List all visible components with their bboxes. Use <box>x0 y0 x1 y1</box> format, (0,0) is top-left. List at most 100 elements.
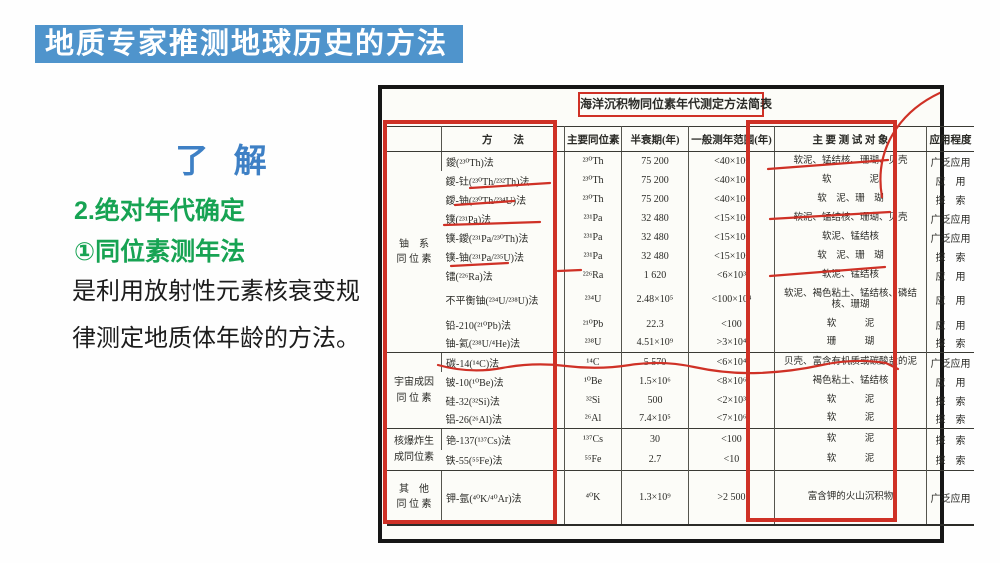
range-cell: <7×10⁶ <box>688 409 775 429</box>
body-text: 是利用放射性元素核衰变规 律测定地质体年龄的方法。 <box>72 268 392 362</box>
application-cell: 探 索 <box>926 333 974 353</box>
group-label-line: 铀 系 <box>399 238 429 250</box>
range-cell: <100×10⁴ <box>688 284 775 315</box>
application-cell: 应 用 <box>926 371 974 391</box>
column-header: 主要同位素 <box>564 126 622 152</box>
method-cell: 硅-32(³²Si)法 <box>445 396 500 408</box>
application-cell: 探 索 <box>926 246 974 266</box>
half-life-cell: 2.7 <box>621 449 689 471</box>
method-cell: 钾-氩(⁴⁰K/⁴⁰Ar)法 <box>441 470 565 525</box>
objects-cell: 软泥、锰结核 <box>774 227 927 247</box>
half-life-cell: 1.5×10⁶ <box>621 371 689 391</box>
column-header: 方 法 <box>441 126 565 152</box>
half-life-cell: 4.51×10⁹ <box>621 333 689 353</box>
application-cell: 应 用 <box>926 170 974 190</box>
table-row: 其 他同 位 素钾-氩(⁴⁰K/⁴⁰Ar)法 ⁴⁰K 1.3×10⁹ >2 500 富含… <box>387 470 974 525</box>
group-label-line: 成同位素 <box>394 451 434 463</box>
application-cell: 探 索 <box>926 449 974 471</box>
isotope-cell: ⁵⁵Fe <box>564 449 622 471</box>
half-life-cell: 500 <box>621 390 689 410</box>
method-cell: 铍-10(¹⁰Be)法 <box>445 377 504 389</box>
objects-cell: 软 泥 <box>774 409 927 429</box>
half-life-cell: 2.48×10⁵ <box>621 284 689 315</box>
group-label: 其 他同 位 素 <box>387 470 442 525</box>
objects-cell: 富含钾的火山沉积物 <box>774 470 927 525</box>
application-cell: 应 用 <box>926 265 974 285</box>
method-cell: 铅-210(²¹⁰Pb)法 <box>445 320 512 332</box>
objects-cell: 软泥、锰结核、珊瑚、贝壳 <box>774 151 927 171</box>
group-label-line: 其 他 <box>399 483 429 495</box>
range-cell: <100 <box>688 428 775 450</box>
table-row: 鑀-铀(²³⁰Th/²³⁴U)法 ²³⁰Th 75 200 <40×10⁴ 软 泥、珊 … <box>387 189 974 209</box>
column-header: 应用程度 <box>926 126 974 152</box>
table-header-row: 方 法主要同位素 半衰期(年) 一般测年范围(年) 主 要 测 试 对 象应用程度 <box>387 126 974 152</box>
application-cell: 广泛应用 <box>926 352 974 372</box>
table-row: 铍-10(¹⁰Be)法 ¹⁰Be 1.5×10⁶ <8×10⁶ 褐色粘土、锰结核应 用 <box>387 371 974 391</box>
body-text-line1: 是利用放射性元素核衰变规 <box>72 278 360 305</box>
half-life-cell: 7.4×10⁵ <box>621 409 689 429</box>
table-row: 铁-55(⁵⁵Fe)法 ⁵⁵Fe 2.7 <10 软 泥探 索 <box>387 449 974 471</box>
table-row: 铝-26(²⁶Al)法 ²⁶Al 7.4×10⁵ <7×10⁶ 软 泥探 索 <box>387 409 974 429</box>
method-cell: 铯-137(¹³⁷Cs)法 <box>441 428 565 450</box>
half-life-cell: 32 480 <box>621 246 689 266</box>
method-cell: 鑀-铀(²³⁰Th/²³⁴U)法 <box>445 195 527 207</box>
method-cell: 铁-55(⁵⁵Fe)法 <box>445 456 503 468</box>
range-cell: <8×10⁶ <box>688 371 775 391</box>
objects-cell: 褐色粘土、锰结核 <box>774 371 927 391</box>
application-cell: 广泛应用 <box>926 208 974 228</box>
application-cell: 广泛应用 <box>926 470 974 525</box>
table-row: 镤-铀(²³¹Pa/²³⁵U)法 ²³¹Pa 32 480 <15×10⁴ 软 泥、珊 … <box>387 246 974 266</box>
header-row: 方 法主要同位素 半衰期(年) 一般测年范围(年) 主 要 测 试 对 象应用程度 <box>387 126 974 152</box>
isotope-cell: ²³⁰Th <box>564 151 622 171</box>
group-label: 铀 系同 位 素 <box>387 151 442 353</box>
isotope-cell: ²³⁴U <box>564 284 622 315</box>
application-cell: 探 索 <box>926 189 974 209</box>
range-cell: >3×10⁴ <box>688 333 775 353</box>
half-life-cell: 1 620 <box>621 265 689 285</box>
range-cell: <6×10⁴ <box>688 352 775 372</box>
objects-cell: 软 泥 <box>774 428 927 450</box>
table-row: 铅-210(²¹⁰Pb)法 ²¹⁰Pb 22.3 <100 软 泥应 用 <box>387 314 974 334</box>
method-cell: 镤-铀(²³¹Pa/²³⁵U)法 <box>445 252 524 264</box>
objects-cell: 软 泥 <box>774 314 927 334</box>
range-cell: <6×10³ <box>688 265 775 285</box>
range-cell: >2 500 <box>688 470 775 525</box>
objects-cell: 软泥、锰结核 <box>774 265 927 285</box>
table-body: 铀 系同 位 素鑀(²³⁰Th)法 ²³⁰Th 75 200 <40×10⁴ 软泥、锰结… <box>387 151 974 525</box>
application-cell: 探 索 <box>926 428 974 450</box>
range-cell: <40×10⁴ <box>688 189 775 209</box>
half-life-cell: 30 <box>621 428 689 450</box>
half-life-cell: 32 480 <box>621 227 689 247</box>
range-cell: <40×10⁴ <box>688 170 775 190</box>
table-row: 镤(²³¹Pa)法 ²³¹Pa 32 480 <15×10⁴ 软泥、锰结核、珊瑚、贝壳广… <box>387 208 974 228</box>
isotope-cell: ²³¹Pa <box>564 208 622 228</box>
group-label: 核爆炸生 成同位素 <box>387 428 442 471</box>
method-cell: 碳-14(¹⁴C)法 <box>441 352 565 372</box>
table-row: 镤-鑀(²³¹Pa/²³⁰Th)法 ²³¹Pa 32 480 <15×10⁴ 软泥、锰结… <box>387 227 974 247</box>
half-life-cell: 32 480 <box>621 208 689 228</box>
objects-cell: 软 泥、珊 瑚 <box>774 189 927 209</box>
table-title: 海洋沉积物同位素年代测定方法简表 <box>578 92 772 117</box>
objects-cell: 软 泥 <box>774 449 927 471</box>
application-cell: 探 索 <box>926 390 974 410</box>
isotope-cell: ¹⁴C <box>564 352 622 372</box>
isotope-cell: ¹⁰Be <box>564 371 622 391</box>
range-cell: <10 <box>688 449 775 471</box>
range-cell: <15×10⁴ <box>688 227 775 247</box>
column-header: 半衰期(年) <box>621 126 689 152</box>
table-row: 不平衡铀(²³⁴U/²³⁸U)法 ²³⁴U 2.48×10⁵ <100×10⁴ 软泥、褐… <box>387 284 974 315</box>
method-cell: 鑀-钍(²³⁰Th/²³²Th)法 <box>445 176 530 188</box>
isotope-cell: ²⁶Al <box>564 409 622 429</box>
isotope-cell: ²³¹Pa <box>564 246 622 266</box>
isotope-cell: ²³⁰Th <box>564 189 622 209</box>
slide-title-banner: 地质专家推测地球历史的方法 <box>35 25 463 63</box>
isotope-cell: ²²⁶Ra <box>564 265 622 285</box>
method-cell: 鑀(²³⁰Th)法 <box>441 151 565 171</box>
heading-absolute-dating: 2.绝对年代确定 <box>74 197 245 225</box>
group-label: 宇宙成因同 位 素 <box>387 352 442 429</box>
objects-cell: 软泥、褐色粘土、锰结核、磷结核、珊瑚 <box>774 284 927 315</box>
table-row: 铀-氦(²³⁸U/⁴He)法 ²³⁸U 4.51×10⁹ >3×10⁴ 珊 瑚探 索 <box>387 333 974 353</box>
group-label-line: 同 位 素 <box>396 392 432 404</box>
half-life-cell: 75 200 <box>621 170 689 190</box>
